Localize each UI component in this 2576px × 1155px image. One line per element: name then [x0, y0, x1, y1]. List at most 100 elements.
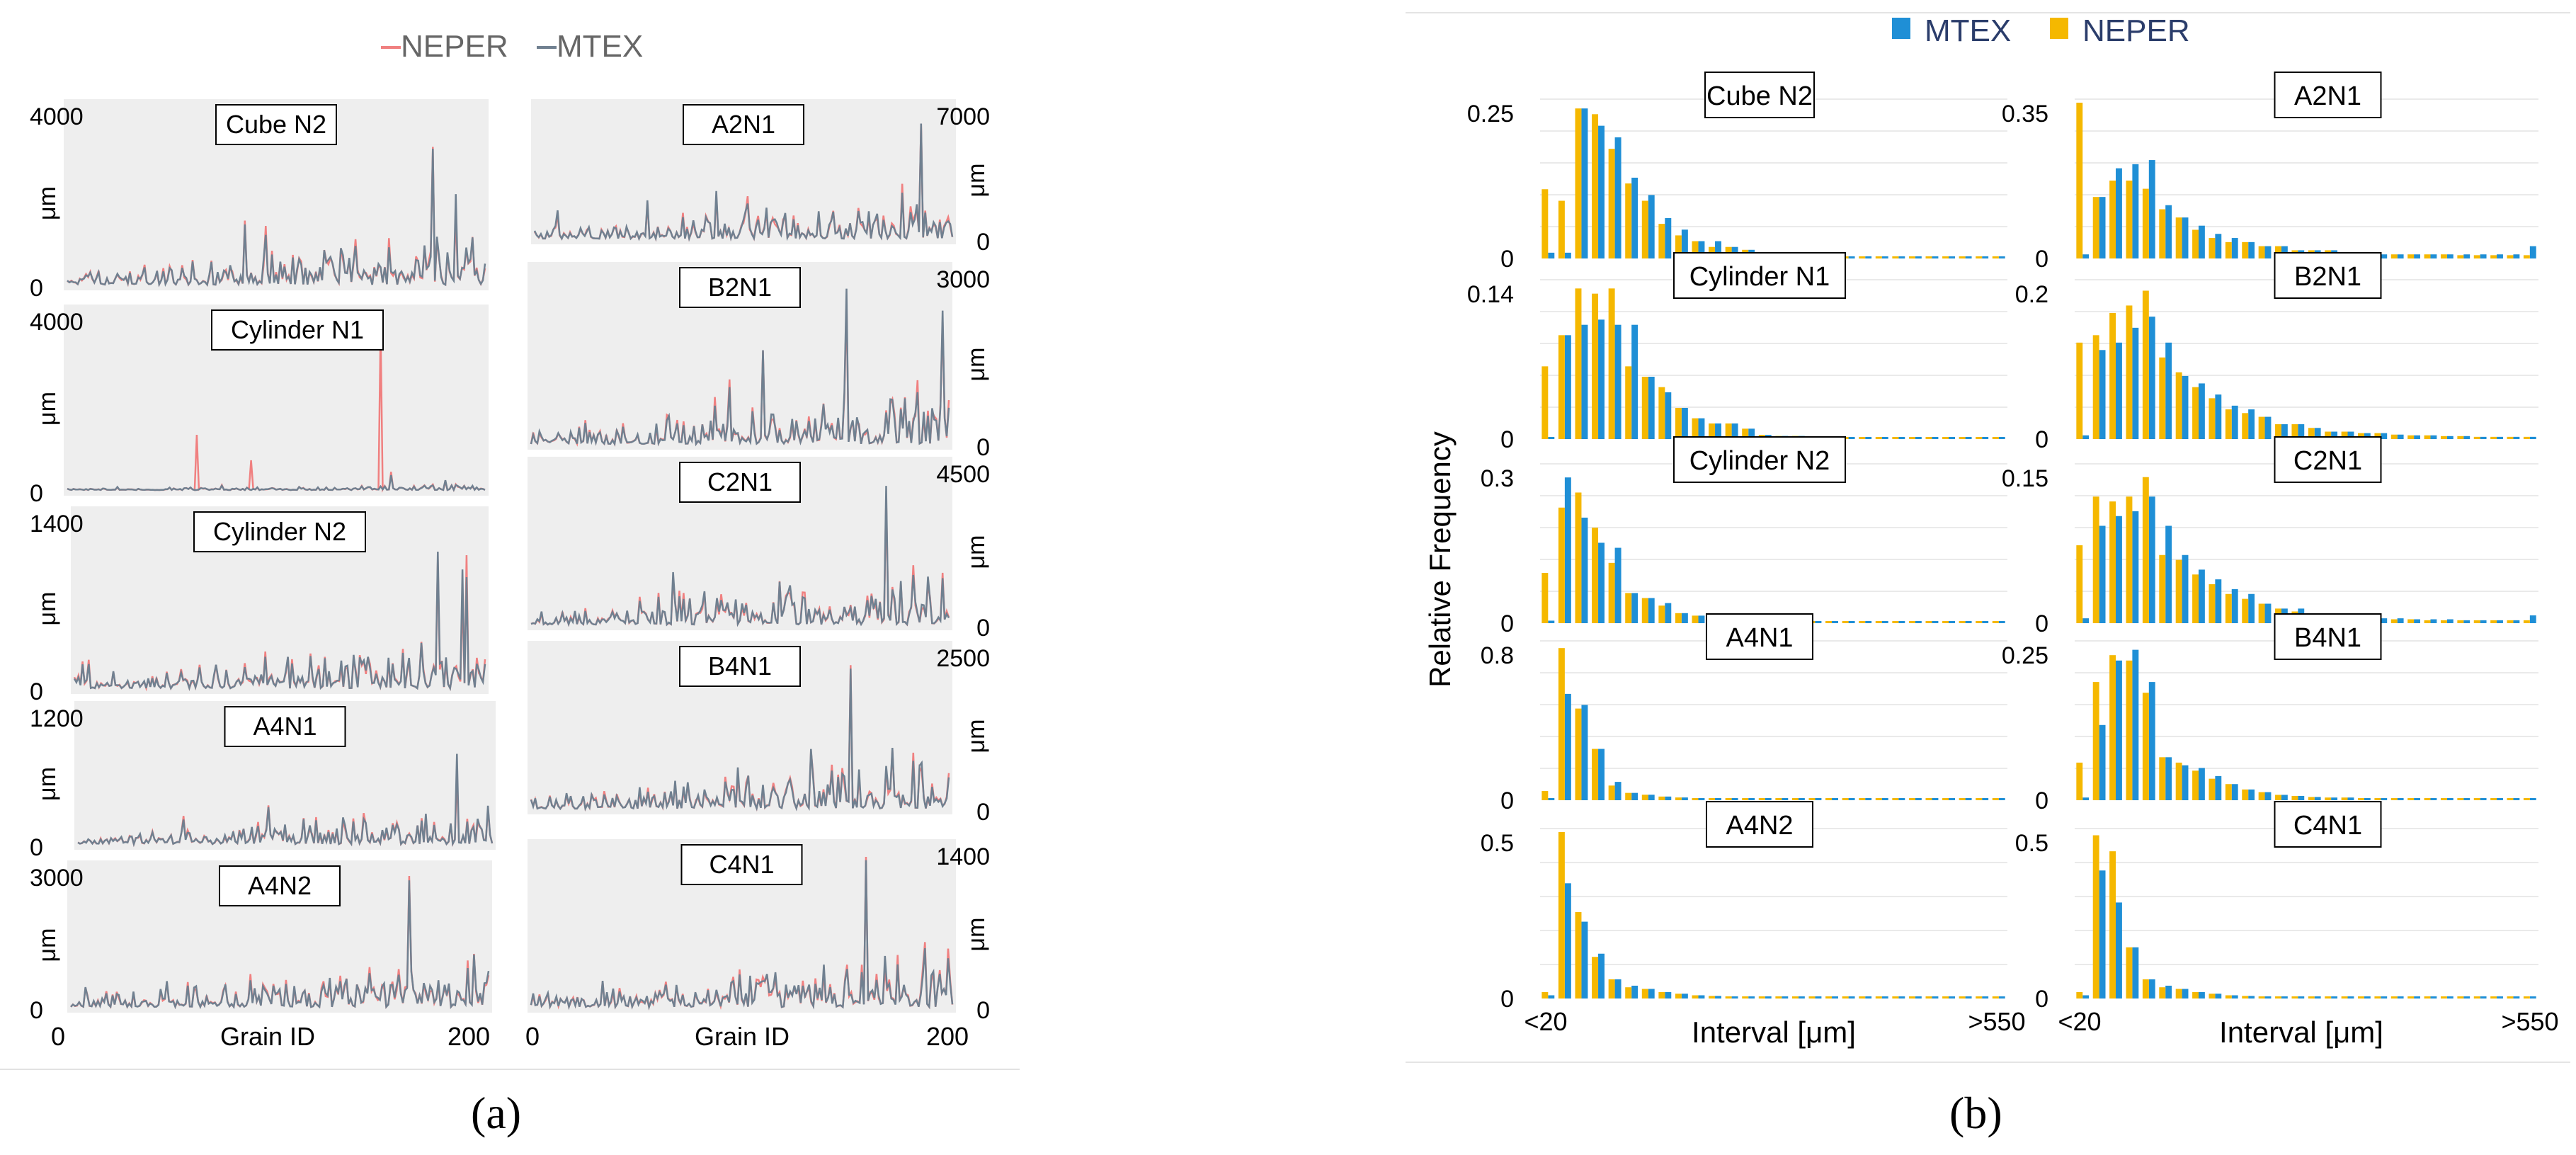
- neper-bar-c4n1: [2457, 996, 2464, 998]
- neper-bar-b4n1: [2390, 798, 2398, 800]
- mtex-bar-cylinder-n1: [1848, 437, 1855, 439]
- mtex-bar-a4n2: [1665, 991, 1672, 998]
- neper-bar-c2n1: [2109, 501, 2116, 623]
- hist-title-box-a4n1: [1706, 613, 1813, 660]
- neper-bar-c4n1: [2325, 996, 2332, 998]
- neper-bar-b2n1: [2258, 416, 2265, 439]
- mtex-bar-a4n1: [1998, 798, 2005, 800]
- neper-bar-cylinder-n2: [1558, 507, 1565, 623]
- neper-bar-b4n1: [2325, 797, 2332, 800]
- neper-bar-cylinder-n1: [1908, 437, 1915, 439]
- neper-bar-cylinder-n2: [1842, 621, 1849, 623]
- mtex-bar-a2n1: [2132, 164, 2139, 258]
- panel-title-box-c4n1: [680, 844, 803, 885]
- mtex-bar-a4n1: [1798, 798, 1805, 800]
- mtex-bar-cylinder-n2: [1681, 613, 1688, 623]
- neper-bar-cylinder-n2: [1875, 621, 1882, 623]
- mtex-bar-c4n1: [2480, 996, 2487, 998]
- mtex-bar-b2n1: [2381, 433, 2388, 439]
- neper-bar-a2n1: [2390, 254, 2398, 258]
- mtex-bar-c2n1: [2182, 554, 2189, 623]
- neper-bar-cylinder-n1: [1976, 437, 1983, 439]
- neper-bar-cylinder-n2: [1692, 615, 1699, 623]
- neper-bar-cylinder-n2: [1992, 621, 1999, 623]
- neper-bar-c2n1: [2092, 496, 2099, 623]
- neper-bar-b4n1: [2126, 660, 2133, 800]
- neper-bar-a2n1: [2076, 103, 2083, 258]
- neper-bar-c4n1: [2490, 996, 2497, 998]
- mtex-line-c4n1: [530, 860, 954, 1011]
- xtick-0-right: 0: [525, 1022, 540, 1051]
- mtex-bar-b2n1: [2480, 436, 2487, 439]
- neper-bar-a4n2: [1641, 989, 1648, 998]
- neper-bar-cylinder-n1: [1925, 437, 1932, 439]
- mtex-bar-a2n1: [2446, 254, 2454, 258]
- neper-bar-a4n1: [1992, 798, 1999, 800]
- neper-bar-c4n1: [2092, 835, 2099, 998]
- mtex-bar-cylinder-n2: [1932, 621, 1939, 623]
- neper-bar-b2n1: [2076, 342, 2083, 439]
- mtex-bar-cylinder-n2: [1881, 621, 1888, 623]
- mtex-bar-a2n1: [2414, 254, 2420, 258]
- hist-xtick-first-left: <20: [1524, 1007, 1567, 1036]
- mtex-bar-cylinder-n1: [1881, 437, 1888, 439]
- neper-bar-b2n1: [2291, 424, 2298, 439]
- mtex-bar-a4n1: [1748, 798, 1755, 800]
- ytick-min-cylinder-n1: 0: [1500, 426, 1514, 453]
- neper-bar-cube-n2: [1959, 256, 1966, 258]
- mtex-line-a4n1: [77, 753, 494, 848]
- mtex-bar-cylinder-n2: [1614, 547, 1622, 623]
- neper-bar-a4n2: [1808, 996, 1816, 998]
- mtex-bar-c2n1: [2165, 525, 2172, 623]
- mtex-bar-b4n1: [2082, 797, 2090, 800]
- neper-bar-a4n1: [1692, 798, 1699, 800]
- mtex-bar-c4n1: [2082, 995, 2090, 998]
- mtex-bar-b2n1: [2198, 383, 2205, 439]
- ytick-min-cube-n2: 0: [1500, 246, 1514, 273]
- xaxis-label-left: Grain ID: [220, 1022, 315, 1051]
- neper-bar-cylinder-n2: [1675, 613, 1682, 623]
- ytick-max-cube-n2: 4000: [30, 103, 84, 130]
- neper-bar-a4n1: [1675, 797, 1682, 800]
- ytick-min-a4n2: 0: [30, 997, 43, 1024]
- neper-bar-a4n2: [1758, 996, 1765, 998]
- neper-bar-b2n1: [2109, 312, 2116, 439]
- neper-bar-cylinder-n1: [1541, 366, 1549, 439]
- mtex-bar-b2n1: [2248, 409, 2255, 439]
- ytick-max-cylinder-n1: 4000: [30, 309, 84, 336]
- mtex-bar-c4n1: [2148, 979, 2155, 998]
- mtex-bar-a2n1: [2497, 254, 2503, 258]
- mtex-bar-b4n1: [2331, 797, 2338, 800]
- yunit-a4n1: μm: [34, 767, 61, 801]
- neper-bar-c4n1: [2159, 987, 2166, 998]
- hist-title-box-b2n1: [2274, 252, 2382, 299]
- mtex-bar-c2n1: [2529, 615, 2536, 623]
- mtex-bar-c4n1: [2116, 902, 2122, 998]
- mtex-bar-cube-n2: [1598, 125, 1605, 258]
- neper-bar-cube-n2: [1658, 224, 1665, 258]
- neper-bar-a2n1: [2159, 209, 2166, 258]
- neper-bar-a4n1: [1625, 792, 1632, 800]
- panel-title-box-a4n2: [219, 865, 341, 906]
- hist-xtick-last-left: >550: [1968, 1007, 2025, 1036]
- mtex-bar-cube-n2: [1698, 241, 1705, 258]
- mtex-bar-c2n1: [2116, 516, 2122, 623]
- neper-bar-cylinder-n1: [1992, 437, 1999, 439]
- mtex-bar-a4n1: [1614, 782, 1622, 800]
- mtex-bar-b4n1: [2381, 798, 2388, 800]
- neper-bar-a2n1: [2440, 254, 2447, 258]
- neper-bar-cylinder-n1: [1859, 437, 1866, 439]
- mtex-bar-cube-n2: [1982, 256, 1989, 258]
- neper-bar-b4n1: [2159, 757, 2166, 800]
- mtex-bar-c4n1: [2414, 996, 2420, 998]
- legend-neper-label: NEPER: [401, 29, 508, 64]
- neper-bar-c4n1: [2242, 996, 2249, 998]
- neper-bar-cube-n2: [1859, 256, 1866, 258]
- neper-bar-cylinder-n2: [1541, 573, 1549, 623]
- neper-bar-a4n2: [1892, 996, 1899, 998]
- mtex-bar-a4n2: [1848, 996, 1855, 998]
- mtex-bar-cylinder-n2: [1548, 620, 1555, 623]
- mtex-bar-a4n1: [1665, 796, 1672, 800]
- mtex-bar-b4n1: [2281, 795, 2288, 800]
- mtex-bar-cube-n2: [1715, 241, 1721, 258]
